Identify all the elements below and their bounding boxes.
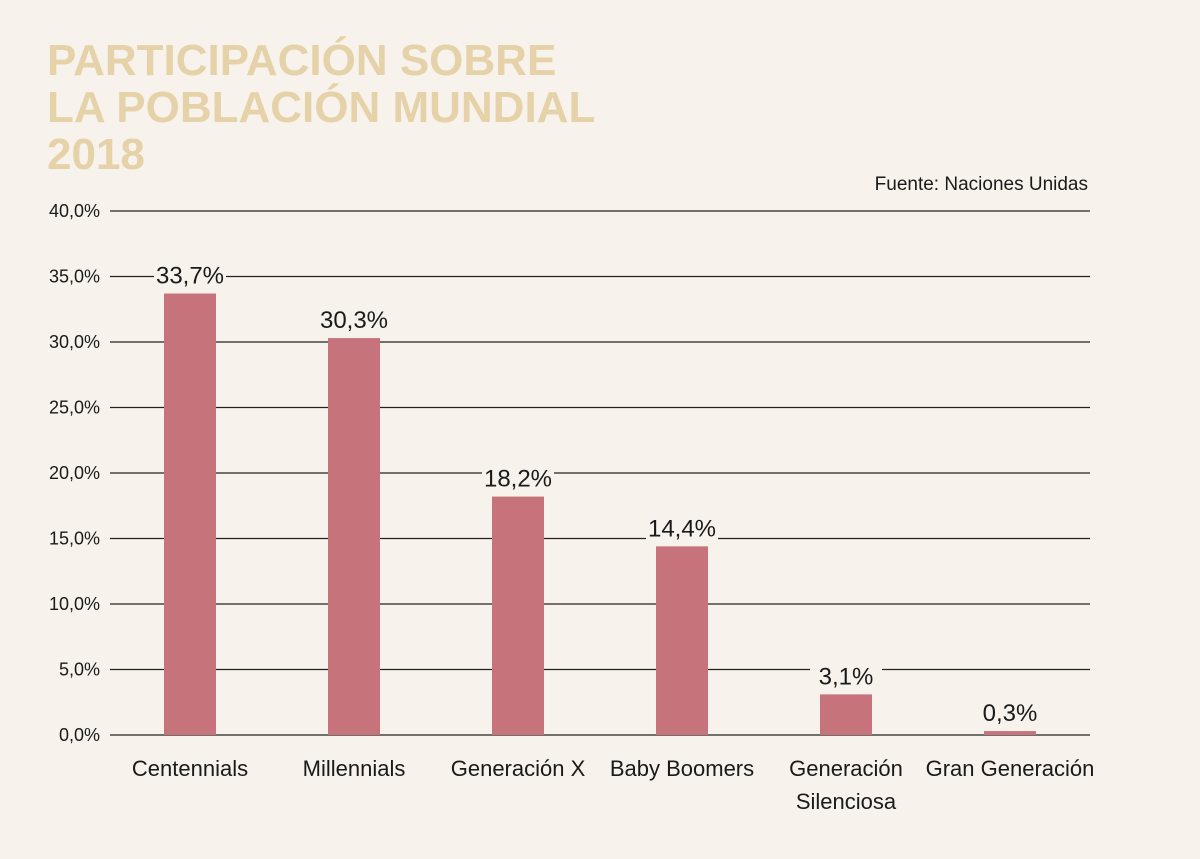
- bar: [164, 293, 216, 735]
- y-axis-tick-labels: 0,0% 5,0% 10,0% 15,0% 20,0% 25,0% 30,0% 35,0% 40…: [49, 201, 100, 745]
- data-label-backdrop: [154, 259, 226, 290]
- bar: [656, 546, 708, 735]
- y-tick-label: 35,0%: [49, 267, 100, 287]
- bar: [328, 338, 380, 735]
- data-label: 33,7%: [156, 263, 224, 290]
- data-label-backdrop: [974, 697, 1046, 728]
- y-tick-label: 10,0%: [49, 594, 100, 614]
- y-tick-label: 40,0%: [49, 201, 100, 221]
- category-label: Centennials: [132, 756, 248, 781]
- chart-title-line: LA POBLACIÓN MUNDIAL: [47, 82, 595, 132]
- data-label: 30,3%: [320, 307, 388, 334]
- data-label: 14,4%: [648, 515, 716, 542]
- category-label: Generación: [789, 756, 903, 781]
- data-label: 3,1%: [819, 663, 874, 690]
- bar: [820, 694, 872, 735]
- data-labels: 33,7% 30,3% 18,2% 14,4% 3,1% 0,3%: [154, 259, 1046, 728]
- bar: [984, 731, 1036, 735]
- data-label-backdrop: [482, 462, 554, 493]
- x-axis-category-labels: Centennials Millennials Generación X Baby B…: [132, 756, 1094, 814]
- category-label: Baby Boomers: [610, 756, 754, 781]
- data-label-backdrop: [810, 660, 882, 691]
- chart-title-line: PARTICIPACIÓN SOBRE: [47, 35, 556, 85]
- chart-title-line: 2018: [47, 130, 145, 179]
- category-label: Millennials: [303, 756, 406, 781]
- y-tick-label: 15,0%: [49, 529, 100, 549]
- category-label: Generación X: [451, 756, 586, 781]
- bar: [492, 496, 544, 735]
- y-tick-label: 0,0%: [59, 725, 100, 745]
- category-label: Gran Generación: [926, 756, 1095, 781]
- y-tick-label: 5,0%: [59, 660, 100, 680]
- chart-source: Fuente: Naciones Unidas: [875, 174, 1088, 195]
- y-tick-label: 20,0%: [49, 463, 100, 483]
- category-label: Silenciosa: [796, 789, 897, 814]
- data-label: 0,3%: [983, 700, 1038, 727]
- data-label-backdrop: [318, 304, 390, 335]
- gridlines: [110, 210, 1090, 736]
- data-label: 18,2%: [484, 466, 552, 493]
- bars: [164, 293, 1036, 735]
- y-tick-label: 25,0%: [49, 398, 100, 418]
- y-tick-label: 30,0%: [49, 332, 100, 352]
- data-label-backdrop: [646, 512, 718, 543]
